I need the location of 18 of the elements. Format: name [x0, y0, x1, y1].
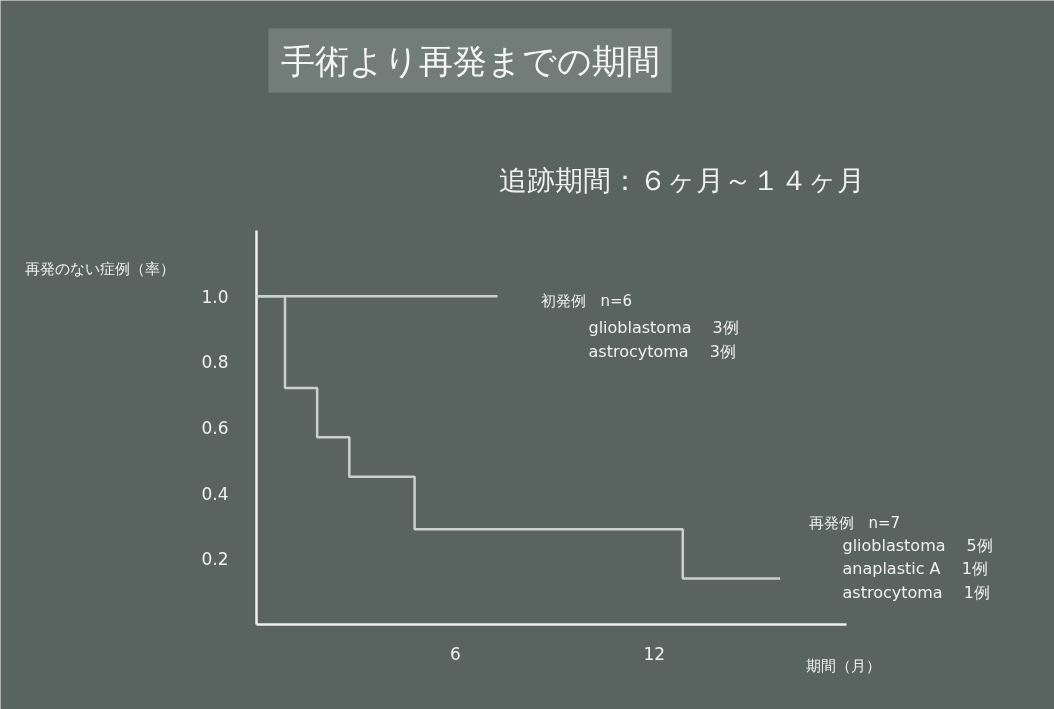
- chart-subtitle: 追跡期間：６ヶ月～１４ヶ月: [498, 164, 865, 197]
- annotation: glioblastoma 5例: [842, 536, 993, 555]
- x-tick-label: 6: [449, 643, 461, 664]
- x-axis-title: 期間（月）: [805, 656, 881, 675]
- y-tick-label: 0.4: [201, 483, 229, 504]
- annotation: astrocytoma 3例: [588, 342, 736, 361]
- y-axis-title: 再発のない症例（率）: [24, 259, 175, 278]
- y-tick-label: 0.2: [201, 549, 229, 570]
- annotation: glioblastoma 3例: [588, 318, 739, 337]
- text: 初発例 n=6: [540, 291, 633, 310]
- y-tick-label: 0.8: [201, 352, 229, 373]
- x-tick-label: 12: [643, 643, 666, 664]
- annotation: anaplastic A 1例: [842, 559, 988, 578]
- y-tick-label: 0.6: [201, 418, 229, 438]
- text: 再発例 n=7: [808, 513, 901, 532]
- y-tick-label: 1.0: [201, 286, 229, 307]
- annotation: astrocytoma 1例: [842, 583, 990, 602]
- chart-title: 手術より再発までの期間: [280, 40, 660, 81]
